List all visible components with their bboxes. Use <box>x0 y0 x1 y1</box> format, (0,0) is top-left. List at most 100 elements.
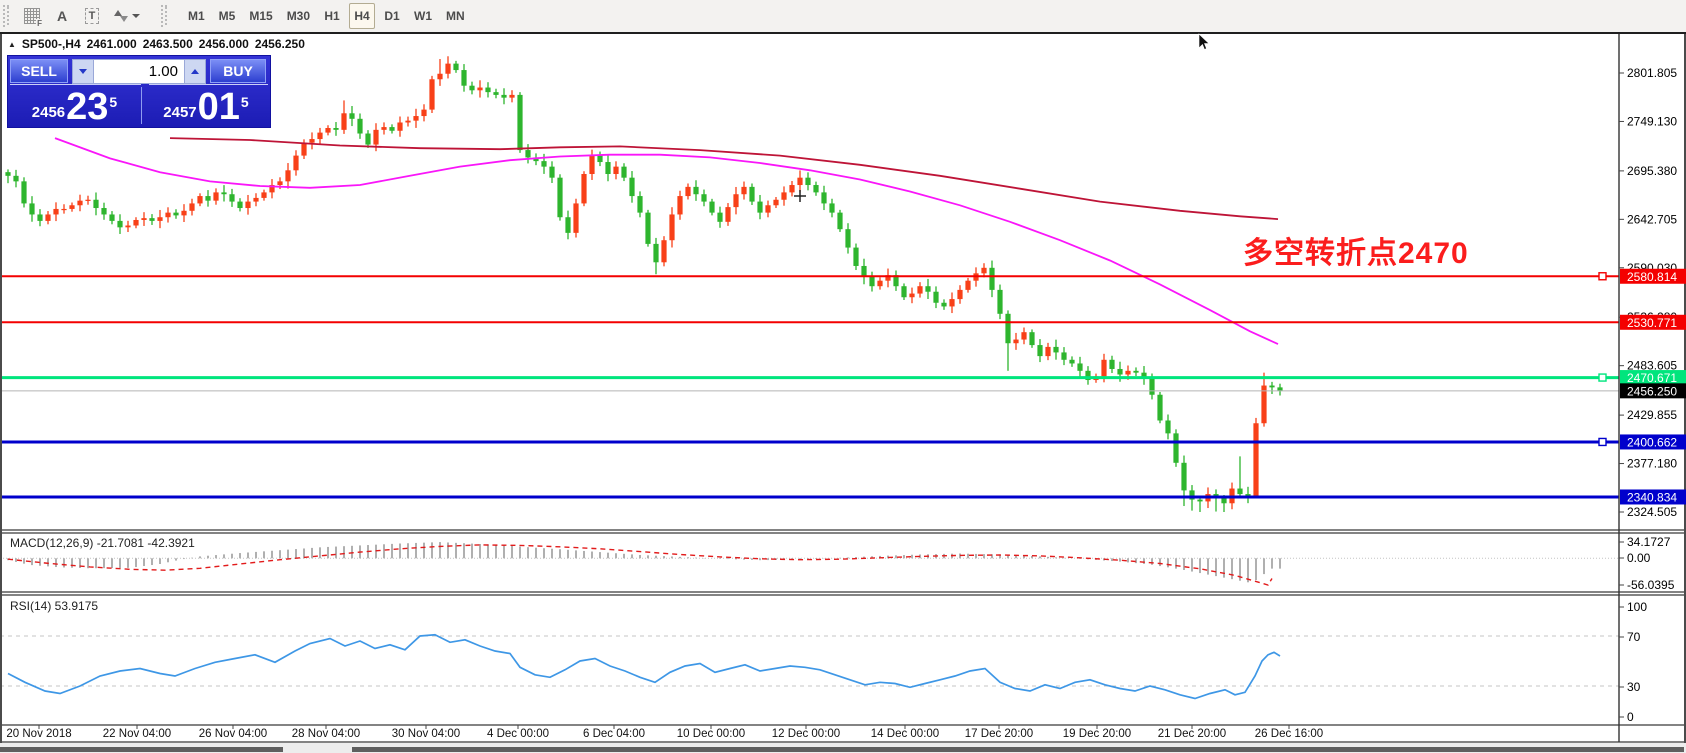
macd-panel <box>7 542 1281 583</box>
tf-button-MN[interactable]: MN <box>446 9 465 23</box>
text-annotation-button[interactable]: A <box>49 3 75 29</box>
buy-underline <box>149 84 268 85</box>
candles-layer <box>5 56 1283 513</box>
date-label: 28 Nov 04:00 <box>292 728 360 740</box>
axis-tick-label: 2801.805 <box>1627 66 1677 80</box>
svg-text:2580.814: 2580.814 <box>1627 270 1677 284</box>
rsi-label: RSI(14) 53.9175 <box>10 599 99 613</box>
h-scrollbar-thumb[interactable] <box>0 747 283 752</box>
price-divider <box>141 87 142 124</box>
date-label: 6 Dec 04:00 <box>583 728 645 740</box>
rsi-axis-label: 100 <box>1627 600 1647 614</box>
arrow-objects-button[interactable] <box>109 3 145 29</box>
price-label-2400.662 <box>1620 434 1686 450</box>
date-label: 26 Nov 04:00 <box>199 728 267 740</box>
symbol-period: SP500-,H4 <box>21 37 81 51</box>
text-label-button[interactable]: T <box>79 3 105 29</box>
chart-annotation-text[interactable]: 多空转折点2470 <box>1243 237 1469 270</box>
template-button[interactable]: F <box>19 3 45 29</box>
macd-signal-line <box>7 544 1273 586</box>
tf-button-H4[interactable]: H4 <box>349 3 376 29</box>
tf-button-M30[interactable]: M30 <box>286 9 311 23</box>
macd-axis-label: 34.1727 <box>1627 535 1671 549</box>
date-label: 21 Dec 20:00 <box>1158 728 1226 740</box>
ohlc-low: 2456.000 <box>198 37 249 51</box>
axis-tick-label: 2695.380 <box>1627 164 1677 178</box>
axis-tick-label: 2324.505 <box>1627 505 1677 519</box>
axis-tick-label: 2749.130 <box>1627 114 1677 128</box>
svg-text:2340.834: 2340.834 <box>1627 490 1677 504</box>
timeframe-group: M1 M5 M15 M30 H1 H4 D1 W1 MN <box>181 3 472 29</box>
buy-price-main: 2457 <box>163 104 197 121</box>
volume-decrease-button[interactable] <box>72 58 94 84</box>
date-label: 17 Dec 20:00 <box>965 728 1033 740</box>
svg-text:2456.250: 2456.250 <box>1627 384 1677 398</box>
date-label: 14 Dec 00:00 <box>871 728 939 740</box>
buy-button[interactable]: BUY <box>210 59 266 83</box>
boxed-t-icon: T <box>84 8 100 24</box>
buy-price[interactable]: 2457 01 5 <box>142 86 270 126</box>
chevron-down-icon <box>132 14 140 18</box>
triangle-icon: ▲ <box>8 39 16 49</box>
date-label: 19 Dec 20:00 <box>1063 728 1131 740</box>
letter-a-icon: A <box>56 8 68 24</box>
axis-tick-label: 2483.605 <box>1627 359 1677 373</box>
toolbar-gripper[interactable] <box>3 5 9 27</box>
ohlc-close: 2456.250 <box>254 37 305 51</box>
level-lines[interactable] <box>0 272 1619 499</box>
macd-axis-label: 0.00 <box>1627 551 1651 565</box>
macd-label: MACD(12,26,9) -21.7081 -42.3921 <box>10 536 195 550</box>
ma-slow-line <box>169 137 1279 220</box>
sell-underline <box>10 84 141 85</box>
date-label: 30 Nov 04:00 <box>392 728 460 740</box>
axis-tick-label: 2642.705 <box>1627 212 1677 226</box>
toolbar-gripper-2[interactable] <box>161 5 167 27</box>
axis-tick-label: 2429.855 <box>1627 408 1677 422</box>
tf-button-H1[interactable]: H1 <box>324 9 340 23</box>
rsi-axis-label: 70 <box>1627 630 1641 644</box>
price-label-2580.814 <box>1620 268 1686 284</box>
one-click-trading-panel: SELL BUY 2456 23 5 2457 01 5 <box>8 56 270 127</box>
price-label-2456.250 <box>1620 383 1686 399</box>
chart-title: ▲ SP500-,H4 2461.000 2463.500 2456.000 2… <box>8 37 305 51</box>
sell-price-big: 23 <box>66 86 109 128</box>
date-label: 22 Nov 04:00 <box>103 728 171 740</box>
price-label-2470.671 <box>1620 370 1686 386</box>
sell-price-sup: 5 <box>109 94 118 110</box>
date-label: 20 Nov 2018 <box>6 728 71 740</box>
macd-axis-label: -56.0395 <box>1627 578 1675 592</box>
sell-button[interactable]: SELL <box>10 59 68 83</box>
volume-increase-button[interactable] <box>184 58 206 84</box>
toolbar: F A T M1 M5 M15 M30 H1 H4 D1 W1 MN <box>0 0 1686 32</box>
sell-price[interactable]: 2456 23 5 <box>8 86 141 126</box>
volume-control <box>72 58 206 84</box>
buy-price-sup: 5 <box>240 94 249 110</box>
tf-button-D1[interactable]: D1 <box>384 9 400 23</box>
svg-text:2530.771: 2530.771 <box>1627 316 1677 330</box>
ma-fast-line <box>54 137 1279 345</box>
rsi-line <box>7 633 1281 700</box>
svg-text:2470.671: 2470.671 <box>1627 371 1677 385</box>
grid-f-icon: F <box>24 8 42 28</box>
tf-button-W1[interactable]: W1 <box>414 9 433 23</box>
rsi-axis-label: 30 <box>1627 680 1641 694</box>
h-scrollbar-thumb[interactable] <box>352 747 1684 752</box>
ohlc-open: 2461.000 <box>86 37 137 51</box>
price-label-2530.771 <box>1620 314 1686 330</box>
buy-price-big: 01 <box>197 86 240 128</box>
date-axis[interactable]: 20 Nov 2018 22 Nov 04:00 26 Nov 04:00 28 No… <box>6 725 1323 740</box>
axis-tick-label: 2377.180 <box>1627 457 1677 471</box>
ohlc-high: 2463.500 <box>142 37 193 51</box>
price-label-2340.834 <box>1620 489 1686 505</box>
date-label: 4 Dec 00:00 <box>487 728 549 740</box>
rsi-axis-label: 0 <box>1627 710 1634 724</box>
tf-button-M1[interactable]: M1 <box>188 9 205 23</box>
date-label: 26 Dec 16:00 <box>1255 728 1323 740</box>
tf-button-M15[interactable]: M15 <box>249 9 273 23</box>
date-label: 12 Dec 00:00 <box>772 728 840 740</box>
volume-input[interactable] <box>94 58 184 84</box>
sell-price-main: 2456 <box>31 104 66 121</box>
tf-button-M5[interactable]: M5 <box>218 9 236 23</box>
